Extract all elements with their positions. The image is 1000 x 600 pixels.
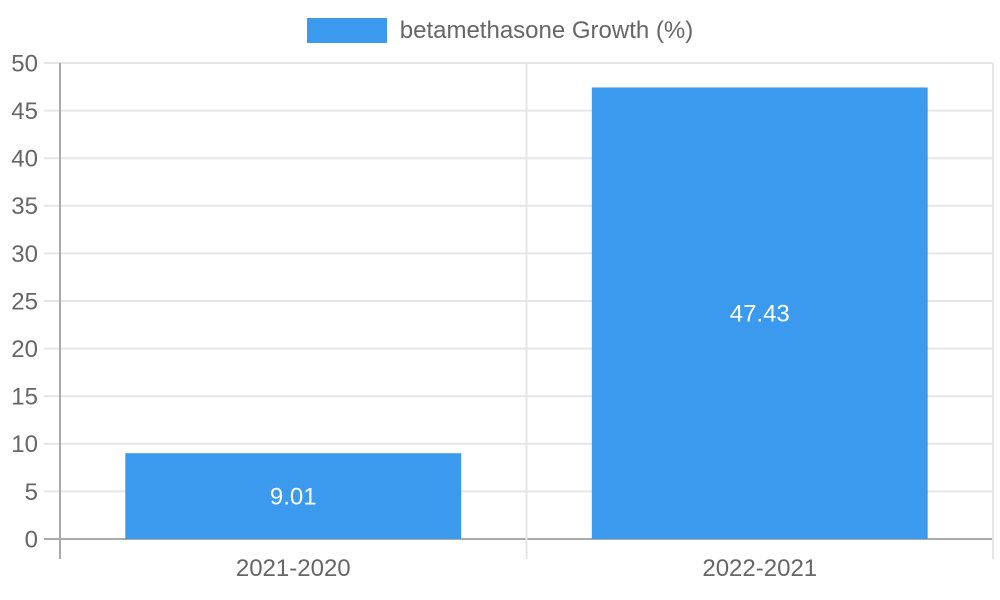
bar-2021-2020[interactable] bbox=[125, 453, 462, 539]
y-tick-label: 50 bbox=[11, 50, 38, 77]
y-tick-label: 30 bbox=[11, 241, 38, 268]
y-tick-label: 5 bbox=[25, 479, 38, 506]
y-tick-label: 15 bbox=[11, 384, 38, 411]
legend-label: betamethasone Growth (%) bbox=[399, 17, 694, 44]
legend-swatch bbox=[306, 18, 387, 43]
x-tick-label: 2021-2020 bbox=[236, 555, 351, 582]
y-tick-label: 10 bbox=[11, 431, 38, 458]
bar-value-label: 9.01 bbox=[270, 484, 317, 511]
y-tick-label: 45 bbox=[11, 98, 38, 125]
y-tick-label: 25 bbox=[11, 288, 38, 315]
x-tick-label: 2022-2021 bbox=[702, 555, 817, 582]
y-tick-label: 35 bbox=[11, 193, 38, 220]
bar-value-label: 47.43 bbox=[730, 301, 790, 328]
legend-item[interactable]: betamethasone Growth (%) bbox=[0, 18, 1000, 43]
bar-2022-2021[interactable] bbox=[591, 87, 928, 539]
y-tick-label: 20 bbox=[11, 336, 38, 363]
y-tick-label: 0 bbox=[25, 526, 38, 553]
y-tick-label: 40 bbox=[11, 146, 38, 173]
